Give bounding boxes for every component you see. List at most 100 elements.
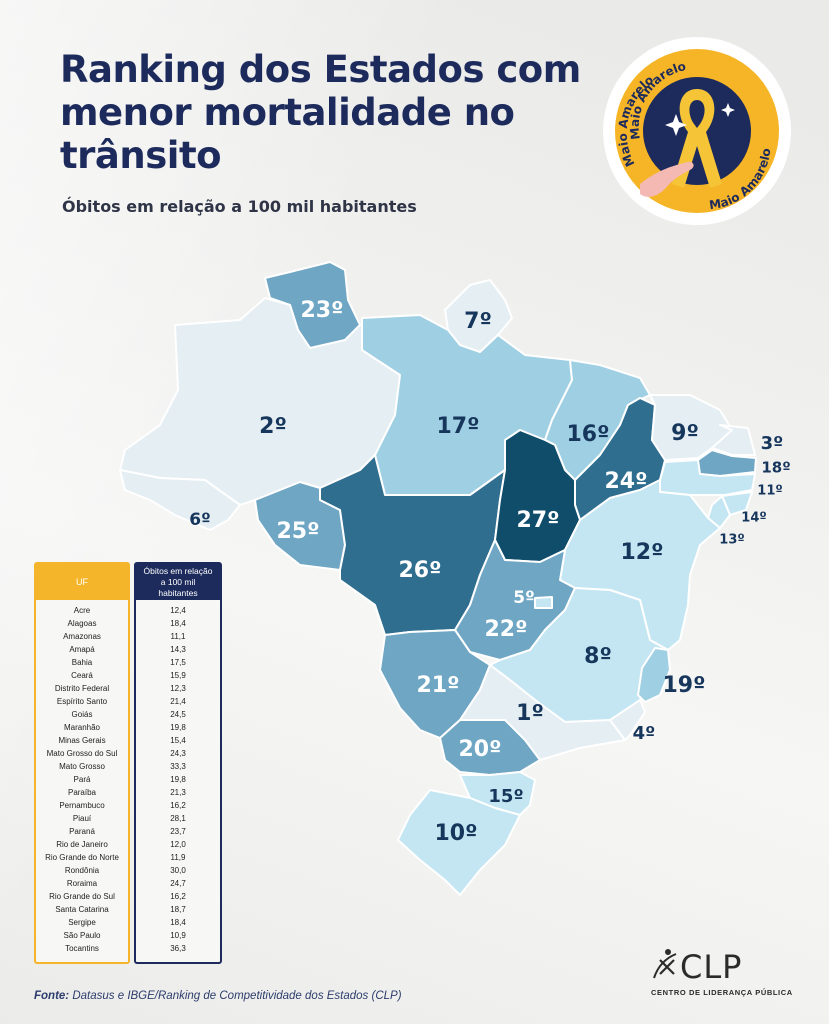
state-DF	[534, 596, 553, 609]
state-RS	[397, 789, 521, 896]
page-title: Ranking dos Estados com menor mortalidad…	[60, 48, 581, 177]
maio-amarelo-badge: Maio Amarelo Maio Amarelo Maio Amarelo	[600, 34, 795, 229]
rank-label-PA: 17º	[436, 414, 479, 439]
rank-label-RN: 3º	[761, 433, 784, 454]
table-row-value: 21,4	[170, 697, 186, 706]
hand-icon	[640, 161, 694, 197]
table-row-uf: Mato Grosso	[59, 762, 105, 771]
uf-column: UF Acre Alagoas Amazonas Amapá Bahia Ceará Dis…	[34, 562, 130, 964]
value-list: 12,4 18,4 11,1 14,3 17,5 15,9 12,3 21,4 24,5 19,8…	[136, 600, 220, 955]
table-row-uf: Bahia	[71, 658, 93, 667]
table-row-uf: Rio Grande do Sul	[49, 892, 115, 901]
table-row-uf: São Paulo	[63, 931, 101, 940]
rank-label-AM: 2º	[259, 414, 287, 439]
table-row-value: 18,7	[170, 905, 186, 914]
rank-label-RJ: 4º	[633, 723, 656, 744]
table-row-value: 28,1	[170, 814, 186, 823]
table-row-value: 10,9	[170, 931, 186, 940]
table-row-value: 21,3	[170, 788, 186, 797]
source-note: Fonte: Datasus e IBGE/Ranking de Competi…	[34, 990, 402, 1002]
rank-label-AP: 7º	[464, 309, 492, 334]
value-column-header: Óbitos em relação a 100 mil habitantes	[136, 564, 220, 600]
table-row-uf: Pernambuco	[59, 801, 105, 810]
table-row-uf: Tocantins	[65, 944, 99, 953]
rank-label-PB: 18º	[761, 459, 790, 477]
table-row-value: 33,3	[170, 762, 186, 771]
table-row-uf: Maranhão	[63, 723, 101, 732]
value-column: Óbitos em relação a 100 mil habitantes 1…	[134, 562, 222, 964]
rank-label-DF: 5º	[513, 588, 534, 608]
rank-label-ES: 19º	[662, 673, 705, 698]
rank-label-PE: 11º	[757, 484, 782, 499]
source-text: Datasus e IBGE/Ranking de Competitividad…	[72, 990, 402, 1002]
uf-column-header: UF	[36, 564, 128, 600]
sparkle-icon	[721, 103, 735, 117]
table-row-value: 30,0	[170, 866, 186, 875]
table-row-uf: Rio Grande do Norte	[45, 853, 119, 862]
clp-logo-name: CLP	[680, 948, 743, 986]
rank-label-SE: 13º	[719, 533, 744, 548]
state-ES	[637, 647, 671, 703]
table-row-value: 16,2	[170, 801, 186, 810]
sparkle-icon	[665, 114, 687, 136]
rank-label-MG: 8º	[584, 644, 612, 669]
state-SE	[707, 495, 731, 529]
table-row-value: 16,2	[170, 892, 186, 901]
state-AC	[119, 469, 241, 531]
table-row-uf: Espírito Santo	[56, 697, 108, 706]
table-row-value: 12,3	[170, 684, 186, 693]
table-row-value: 12,4	[170, 606, 186, 615]
rank-label-AC: 6º	[189, 510, 210, 530]
table-row-value: 15,9	[170, 671, 186, 680]
rank-label-TO: 27º	[516, 508, 559, 533]
table-row-uf: Rondônia	[64, 866, 100, 875]
table-row-uf: Paraíba	[67, 788, 97, 797]
table-row-value: 24,3	[170, 749, 186, 758]
uf-list: Acre Alagoas Amazonas Amapá Bahia Ceará Distri…	[36, 600, 128, 955]
state-CE	[649, 394, 733, 461]
table-row-uf: Roraima	[66, 879, 98, 888]
rank-label-RO: 25º	[276, 519, 319, 544]
clp-logo-icon	[653, 949, 677, 979]
table-row-uf: Mato Grosso do Sul	[46, 749, 118, 758]
table-row-value: 18,4	[170, 619, 186, 628]
table-row-uf: Santa Catarina	[55, 905, 109, 914]
table-row-value: 17,5	[170, 658, 186, 667]
state-PR	[439, 719, 541, 776]
table-row-value: 12,0	[170, 840, 186, 849]
table-row-value: 11,9	[170, 853, 186, 862]
table-row-uf: Piauí	[72, 814, 92, 823]
table-row-value: 14,3	[170, 645, 186, 654]
table-row-uf: Minas Gerais	[58, 736, 106, 745]
mortality-table: UF Acre Alagoas Amazonas Amapá Bahia Ceará Dis…	[34, 562, 222, 964]
table-row-uf: Rio de Janeiro	[56, 840, 108, 849]
rank-label-GO: 22º	[484, 617, 527, 642]
table-row-value: 19,8	[170, 723, 186, 732]
table-row-uf: Paraná	[69, 827, 95, 836]
table-row-value: 11,1	[170, 632, 186, 641]
rank-label-RR: 23º	[300, 298, 343, 323]
table-row-uf: Goiás	[71, 710, 93, 719]
table-row-uf: Ceará	[71, 671, 93, 680]
table-row-value: 24,7	[170, 879, 186, 888]
rank-label-PI: 24º	[604, 469, 647, 494]
rank-label-CE: 9º	[671, 421, 699, 446]
table-row-value: 24,5	[170, 710, 186, 719]
rank-label-RS: 10º	[434, 821, 477, 846]
table-row-value: 15,4	[170, 736, 186, 745]
rank-label-MA: 16º	[566, 422, 609, 447]
rank-label-SC: 15º	[488, 786, 523, 807]
table-row-value: 36,3	[170, 944, 186, 953]
brazil-map: 23º 7º 2º 17º 16º 9º 3º 18º 11º 14º 13º …	[110, 255, 791, 905]
table-row-uf: Amapá	[69, 645, 95, 654]
rank-label-SP: 1º	[516, 701, 544, 726]
table-row-value: 19,8	[170, 775, 186, 784]
table-row-uf: Amazonas	[63, 632, 101, 641]
rank-label-AL: 14º	[741, 511, 766, 526]
rank-label-MS: 21º	[416, 673, 459, 698]
table-row-value: 23,7	[170, 827, 186, 836]
table-row-uf: Distrito Federal	[54, 684, 110, 693]
table-row-value: 18,4	[170, 918, 186, 927]
table-row-uf: Sergipe	[68, 918, 96, 927]
clp-logo-subtitle: CENTRO DE LIDERANÇA PÚBLICA	[651, 988, 793, 997]
